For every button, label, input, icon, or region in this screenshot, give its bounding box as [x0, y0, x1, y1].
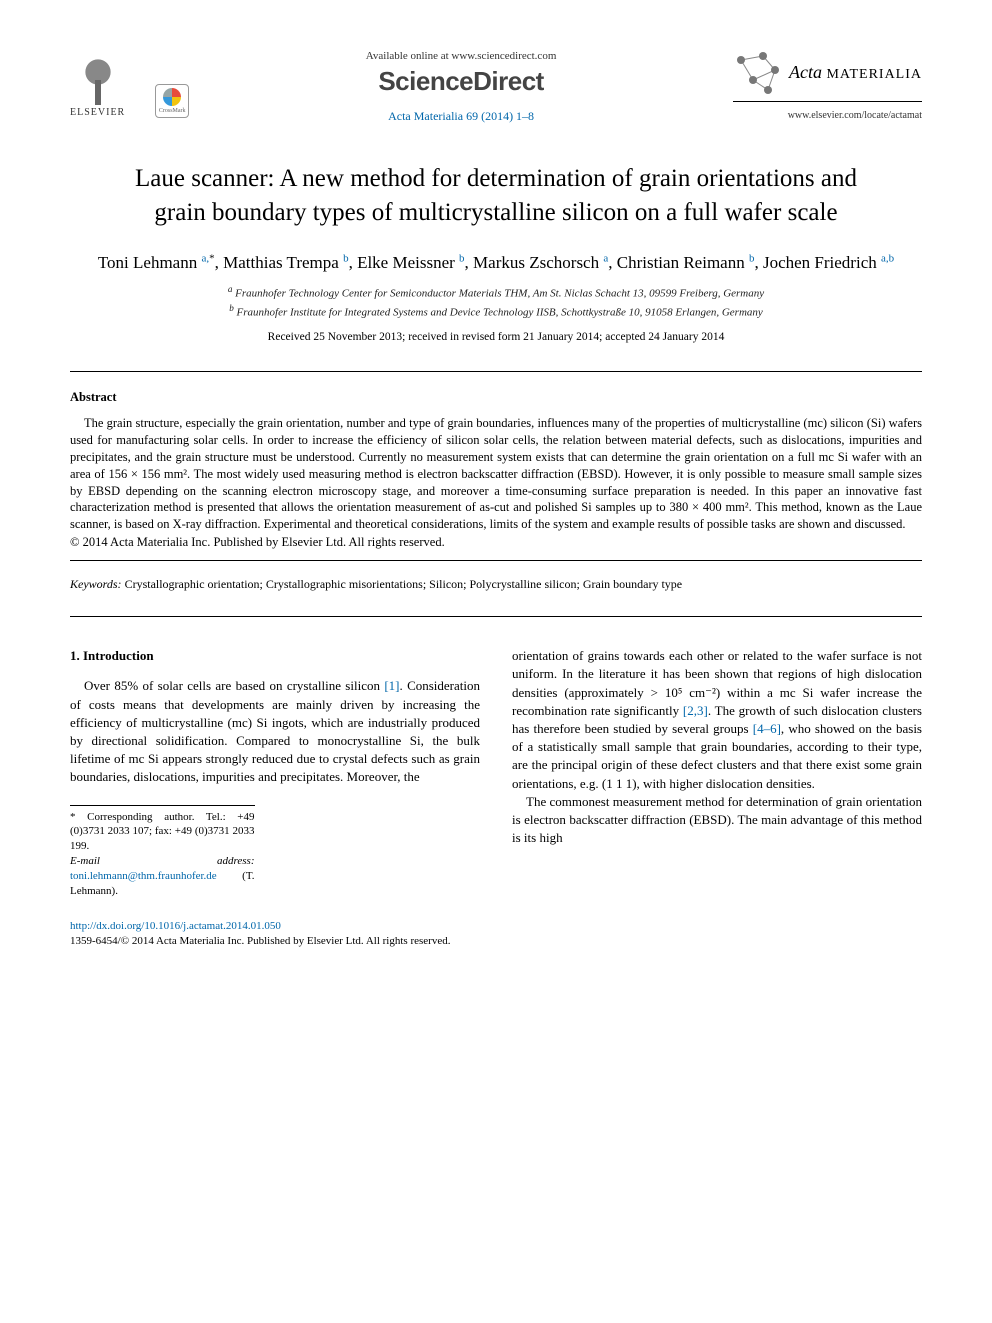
- crossmark-badge[interactable]: CrossMark: [155, 84, 189, 118]
- article-dates: Received 25 November 2013; received in r…: [70, 331, 922, 343]
- keywords-list: Crystallographic orientation; Crystallog…: [125, 577, 683, 591]
- affiliation-b: b Fraunhofer Institute for Integrated Sy…: [70, 302, 922, 321]
- journal-reference[interactable]: Acta Materialia 69 (2014) 1–8: [199, 109, 723, 124]
- rule-above-abstract: [70, 371, 922, 372]
- rule-below-keywords: [70, 616, 922, 617]
- rule-below-abstract: [70, 560, 922, 561]
- affiliations: a Fraunhofer Technology Center for Semic…: [70, 283, 922, 321]
- sciencedirect-logo: ScienceDirect: [199, 66, 723, 97]
- acta-graphic-icon: [733, 50, 783, 95]
- header-center: Available online at www.sciencedirect.co…: [189, 50, 733, 124]
- acta-word: Acta: [789, 62, 822, 82]
- acta-text: Acta MATERIALIA: [789, 62, 922, 83]
- header-right: Acta MATERIALIA www.elsevier.com/locate/…: [733, 50, 922, 121]
- elsevier-logo: ELSEVIER: [70, 50, 125, 118]
- paper-header: ELSEVIER CrossMark Available online at w…: [70, 50, 922, 124]
- intro-paragraph-2: The commonest measurement method for det…: [512, 793, 922, 848]
- journal-reference-link[interactable]: Acta Materialia 69 (2014) 1–8: [388, 109, 534, 123]
- acta-materialia-logo: Acta MATERIALIA: [733, 50, 922, 95]
- crossmark-label: CrossMark: [159, 108, 186, 114]
- abstract-section: Abstract The grain structure, especially…: [70, 390, 922, 550]
- author-list: Toni Lehmann a,*, Matthias Trempa b, Elk…: [70, 250, 922, 276]
- corresponding-author-note: * Corresponding author. Tel.: +49 (0)373…: [70, 810, 255, 855]
- body-columns: 1. Introduction Over 85% of solar cells …: [70, 647, 922, 898]
- doi-link[interactable]: http://dx.doi.org/10.1016/j.actamat.2014…: [70, 920, 281, 932]
- abstract-text: The grain structure, especially the grai…: [70, 415, 922, 533]
- column-right: orientation of grains towards each other…: [512, 647, 922, 898]
- footnotes-block: * Corresponding author. Tel.: +49 (0)373…: [70, 805, 255, 899]
- paper-title: Laue scanner: A new method for determina…: [110, 162, 882, 230]
- materialia-word: MATERIALIA: [826, 67, 922, 82]
- email-line: E-mail address: toni.lehmann@thm.fraunho…: [70, 854, 255, 899]
- keywords-label: Keywords:: [70, 577, 122, 591]
- abstract-heading: Abstract: [70, 390, 922, 405]
- affiliation-a: a Fraunhofer Technology Center for Semic…: [70, 283, 922, 302]
- keywords-line: Keywords: Crystallographic orientation; …: [70, 577, 922, 592]
- elsevier-label: ELSEVIER: [70, 107, 125, 118]
- elsevier-tree-icon: [73, 50, 123, 105]
- abstract-copyright: © 2014 Acta Materialia Inc. Published by…: [70, 535, 922, 550]
- crossmark-icon: [163, 88, 181, 106]
- doi-footer: http://dx.doi.org/10.1016/j.actamat.2014…: [70, 919, 922, 950]
- header-right-rule: [733, 101, 922, 102]
- available-online-text: Available online at www.sciencedirect.co…: [199, 50, 723, 62]
- intro-paragraph-1-cont: orientation of grains towards each other…: [512, 647, 922, 793]
- column-left: 1. Introduction Over 85% of solar cells …: [70, 647, 480, 898]
- header-left: ELSEVIER CrossMark: [70, 50, 189, 118]
- author-email-link[interactable]: toni.lehmann@thm.fraunhofer.de: [70, 870, 217, 882]
- section-1-heading: 1. Introduction: [70, 647, 480, 665]
- locate-url[interactable]: www.elsevier.com/locate/actamat: [733, 110, 922, 121]
- abstract-body: The grain structure, especially the grai…: [70, 415, 922, 533]
- intro-paragraph-1: Over 85% of solar cells are based on cry…: [70, 677, 480, 786]
- email-label: E-mail address:: [70, 855, 255, 867]
- issn-copyright-line: 1359-6454/© 2014 Acta Materialia Inc. Pu…: [70, 935, 450, 947]
